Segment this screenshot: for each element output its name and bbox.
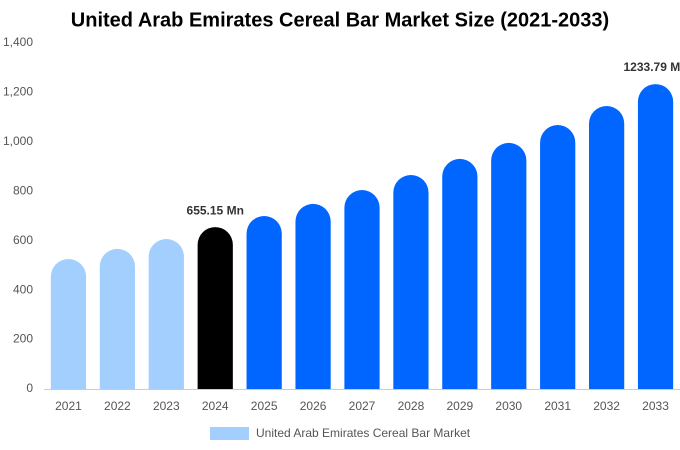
y-tick-label: 200: [13, 332, 33, 346]
bar: [295, 203, 331, 389]
value-label: 1233.79 Mn: [624, 60, 680, 74]
x-tick-label: 2027: [349, 399, 376, 413]
bar: [246, 216, 282, 389]
x-tick-label: 2021: [55, 399, 82, 413]
x-tick-label: 2028: [398, 399, 425, 413]
bar: [50, 259, 87, 389]
bar: [99, 248, 135, 389]
bar: [589, 106, 625, 389]
x-tick-label: 2023: [153, 399, 180, 413]
y-tick-label: 800: [13, 183, 33, 197]
x-tick-label: 2026: [300, 399, 327, 413]
bar: [491, 142, 527, 389]
value-label: 655.15 Mn: [187, 203, 244, 217]
bar: [637, 84, 674, 390]
bar: [197, 227, 233, 389]
bar: [540, 125, 576, 389]
x-tick-label: 2032: [593, 399, 620, 413]
x-tick-label: 2029: [446, 399, 473, 413]
x-tick-label: 2031: [544, 399, 571, 413]
chart-title: United Arab Emirates Cereal Bar Market S…: [71, 9, 609, 31]
x-tick-label: 2033: [642, 399, 669, 413]
y-tick-label: 0: [26, 381, 33, 395]
bar: [344, 190, 380, 389]
bar: [442, 158, 478, 389]
y-tick-label: 400: [13, 282, 33, 296]
x-tick-label: 2025: [251, 399, 278, 413]
y-tick-label: 1,400: [3, 35, 33, 49]
x-tick-label: 2024: [202, 399, 229, 413]
y-tick-label: 1,000: [3, 134, 33, 148]
x-tick-label: 2030: [495, 399, 522, 413]
legend-label: United Arab Emirates Cereal Bar Market: [256, 426, 471, 440]
bar: [393, 174, 429, 389]
y-tick-label: 1,200: [3, 85, 33, 99]
y-tick-label: 600: [13, 233, 33, 247]
bar: [148, 238, 184, 389]
legend-swatch: [210, 427, 249, 440]
x-tick-label: 2022: [104, 399, 131, 413]
